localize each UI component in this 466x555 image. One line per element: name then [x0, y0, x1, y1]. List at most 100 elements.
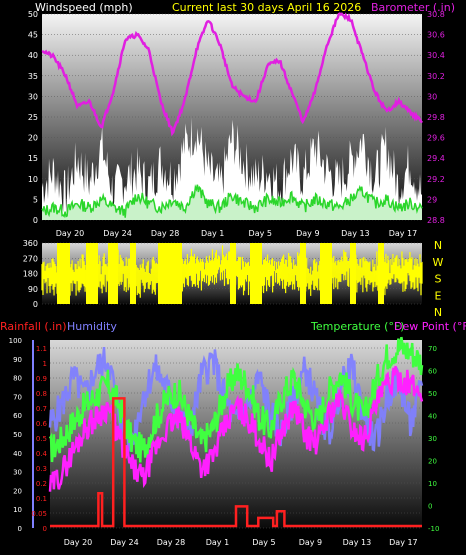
rainfall-tick-label: 0 [43, 525, 47, 533]
date-tick-label: Day 9 [299, 538, 322, 547]
humidity-tick-label: 90 [13, 356, 22, 364]
windspeed-tick-label: 45 [28, 31, 38, 40]
humidity-tick-label: 30 [13, 469, 22, 477]
temperature-tick-label: 20 [428, 458, 437, 466]
compass-tick-label: W [433, 256, 444, 269]
chart-title: Current last 30 days April 16 2026 [172, 1, 361, 14]
windspeed-tick-label: 35 [28, 72, 38, 81]
rainfall-tick-label: 1 [43, 360, 47, 368]
temperature-series [48, 336, 424, 463]
direction-tick-label: 270 [23, 254, 38, 263]
rainfall-tick-label: 0.7 [36, 405, 47, 413]
date-tick-label: Day 17 [389, 229, 418, 238]
date-tick-label: Day 1 [201, 229, 224, 238]
humidity-tick-label: 20 [13, 487, 22, 495]
temperature-tick-label: 40 [428, 413, 437, 421]
windspeed-tick-label: 15 [28, 154, 38, 163]
rainfall-tick-label: 0.9 [36, 375, 47, 383]
compass-tick-label: S [435, 273, 442, 286]
date-tick-label: Day 5 [252, 538, 275, 547]
direction-tick-label: 90 [28, 285, 38, 294]
humidity-label: Humidity [67, 320, 117, 333]
barometer-axis-ticks: 28.8 29 29.2 29.4 29.6 29.8 30 30.2 30.4 30.6 30.8 [427, 10, 445, 225]
dew-point-label: Dew Point (°F) [394, 320, 466, 333]
barometer-tick-label: 29.2 [427, 175, 445, 184]
humidity-tick-label: 70 [13, 393, 22, 401]
rainfall-tick-label: 0.1 [36, 495, 47, 503]
windspeed-tick-label: 25 [28, 113, 38, 122]
direction-tick-label: 360 [23, 239, 38, 248]
windspeed-tick-label: 30 [28, 92, 38, 101]
date-tick-label: Day 28 [157, 538, 186, 547]
temperature-tick-label: 30 [428, 435, 437, 443]
temperature-tick-label: 10 [428, 480, 437, 488]
windspeed-tick-label: 10 [28, 175, 38, 184]
humidity-tick-label: 80 [13, 375, 22, 383]
barometer-tick-label: 30.4 [427, 51, 445, 60]
windspeed-axis-ticks: 0 5 10 15 20 25 30 35 40 45 50 [28, 10, 38, 225]
rainfall-tick-label: 0.2 [36, 480, 47, 488]
rainfall-tick-label: 0.8 [36, 390, 47, 398]
temperature-tick-label: 60 [428, 368, 437, 376]
barometer-tick-label: 30.8 [427, 10, 445, 19]
date-tick-label: Day 20 [56, 229, 85, 238]
windspeed-tick-label: 50 [28, 10, 38, 19]
humidity-tick-label: 0 [18, 525, 22, 533]
temperature-tick-label: 70 [428, 345, 437, 353]
rainfall-tick-label: 1.1 [36, 345, 47, 353]
rainfall-tick-label: 0.05 [31, 510, 47, 518]
wind-gust-series [42, 117, 422, 220]
rainfall-axis-ticks: 0 0.05 0.1 0.2 0.3 0.4 0.5 0.6 0.7 0.8 0.9 1 1.1 [31, 345, 47, 533]
windspeed-tick-label: 40 [28, 51, 38, 60]
temperature-axis-ticks: -10 0 10 20 30 40 50 60 70 [428, 345, 439, 533]
temperature-tick-label: 0 [428, 503, 432, 511]
rainfall-tick-label: 0.4 [36, 450, 48, 458]
rainfall-label: Rainfall (.in) [0, 320, 67, 333]
windspeed-tick-label: 20 [28, 134, 38, 143]
temperature-tick-label: -10 [428, 525, 439, 533]
wind-direction-series [41, 243, 423, 304]
compass-tick-label: N [434, 306, 442, 319]
windspeed-label: Windspeed (mph) [35, 1, 133, 14]
date-tick-label: Day 9 [296, 229, 319, 238]
humidity-tick-label: 10 [13, 506, 22, 514]
barometer-tick-label: 30.2 [427, 72, 445, 81]
date-tick-label: Day 24 [103, 229, 132, 238]
temperature-label: Temperature (°F) [310, 320, 405, 333]
barometer-tick-label: 30.6 [427, 31, 445, 40]
date-tick-label: Day 13 [341, 229, 370, 238]
rainfall-tick-label: 0.5 [36, 435, 47, 443]
humidity-tick-label: 60 [13, 412, 22, 420]
windspeed-tick-label: 5 [33, 195, 38, 204]
wind-average-series [41, 184, 423, 218]
date-tick-label: Day 24 [110, 538, 139, 547]
humidity-tick-label: 40 [13, 450, 22, 458]
compass-tick-label: N [434, 239, 442, 252]
date-tick-label: Day 13 [343, 538, 372, 547]
barometer-series [41, 12, 424, 137]
windspeed-tick-label: 0 [33, 216, 38, 225]
humidity-tick-label: 50 [13, 431, 22, 439]
date-tick-label: Day 20 [64, 538, 93, 547]
barometer-tick-label: 28.8 [427, 216, 445, 225]
date-tick-label: Day 28 [151, 229, 180, 238]
rainfall-series [50, 397, 422, 528]
barometer-tick-label: 29.8 [427, 113, 445, 122]
temperature-tick-label: 50 [428, 390, 437, 398]
direction-axis-ticks: 0 90 180 270 360 [23, 239, 38, 309]
rainfall-tick-label: 0.6 [36, 420, 48, 428]
barometer-tick-label: 29.6 [427, 134, 445, 143]
date-tick-label: Day 1 [206, 538, 229, 547]
direction-tick-label: 0 [33, 300, 38, 309]
panel1-date-ticks: Day 20 Day 24 Day 28 Day 1 Day 5 Day 9 Day 13 D… [56, 229, 418, 238]
wind-average-area [42, 184, 422, 220]
panel3-date-ticks: Day 20 Day 24 Day 28 Day 1 Day 5 Day 9 Day 13 D… [64, 538, 418, 547]
barometer-tick-label: 29 [427, 195, 437, 204]
rainfall-tick-label: 0.3 [36, 465, 47, 473]
direction-tick-label: 180 [23, 270, 38, 279]
compass-tick-label: E [435, 289, 442, 302]
humidity-tick-label: 100 [9, 337, 22, 345]
barometer-tick-label: 29.4 [427, 154, 445, 163]
